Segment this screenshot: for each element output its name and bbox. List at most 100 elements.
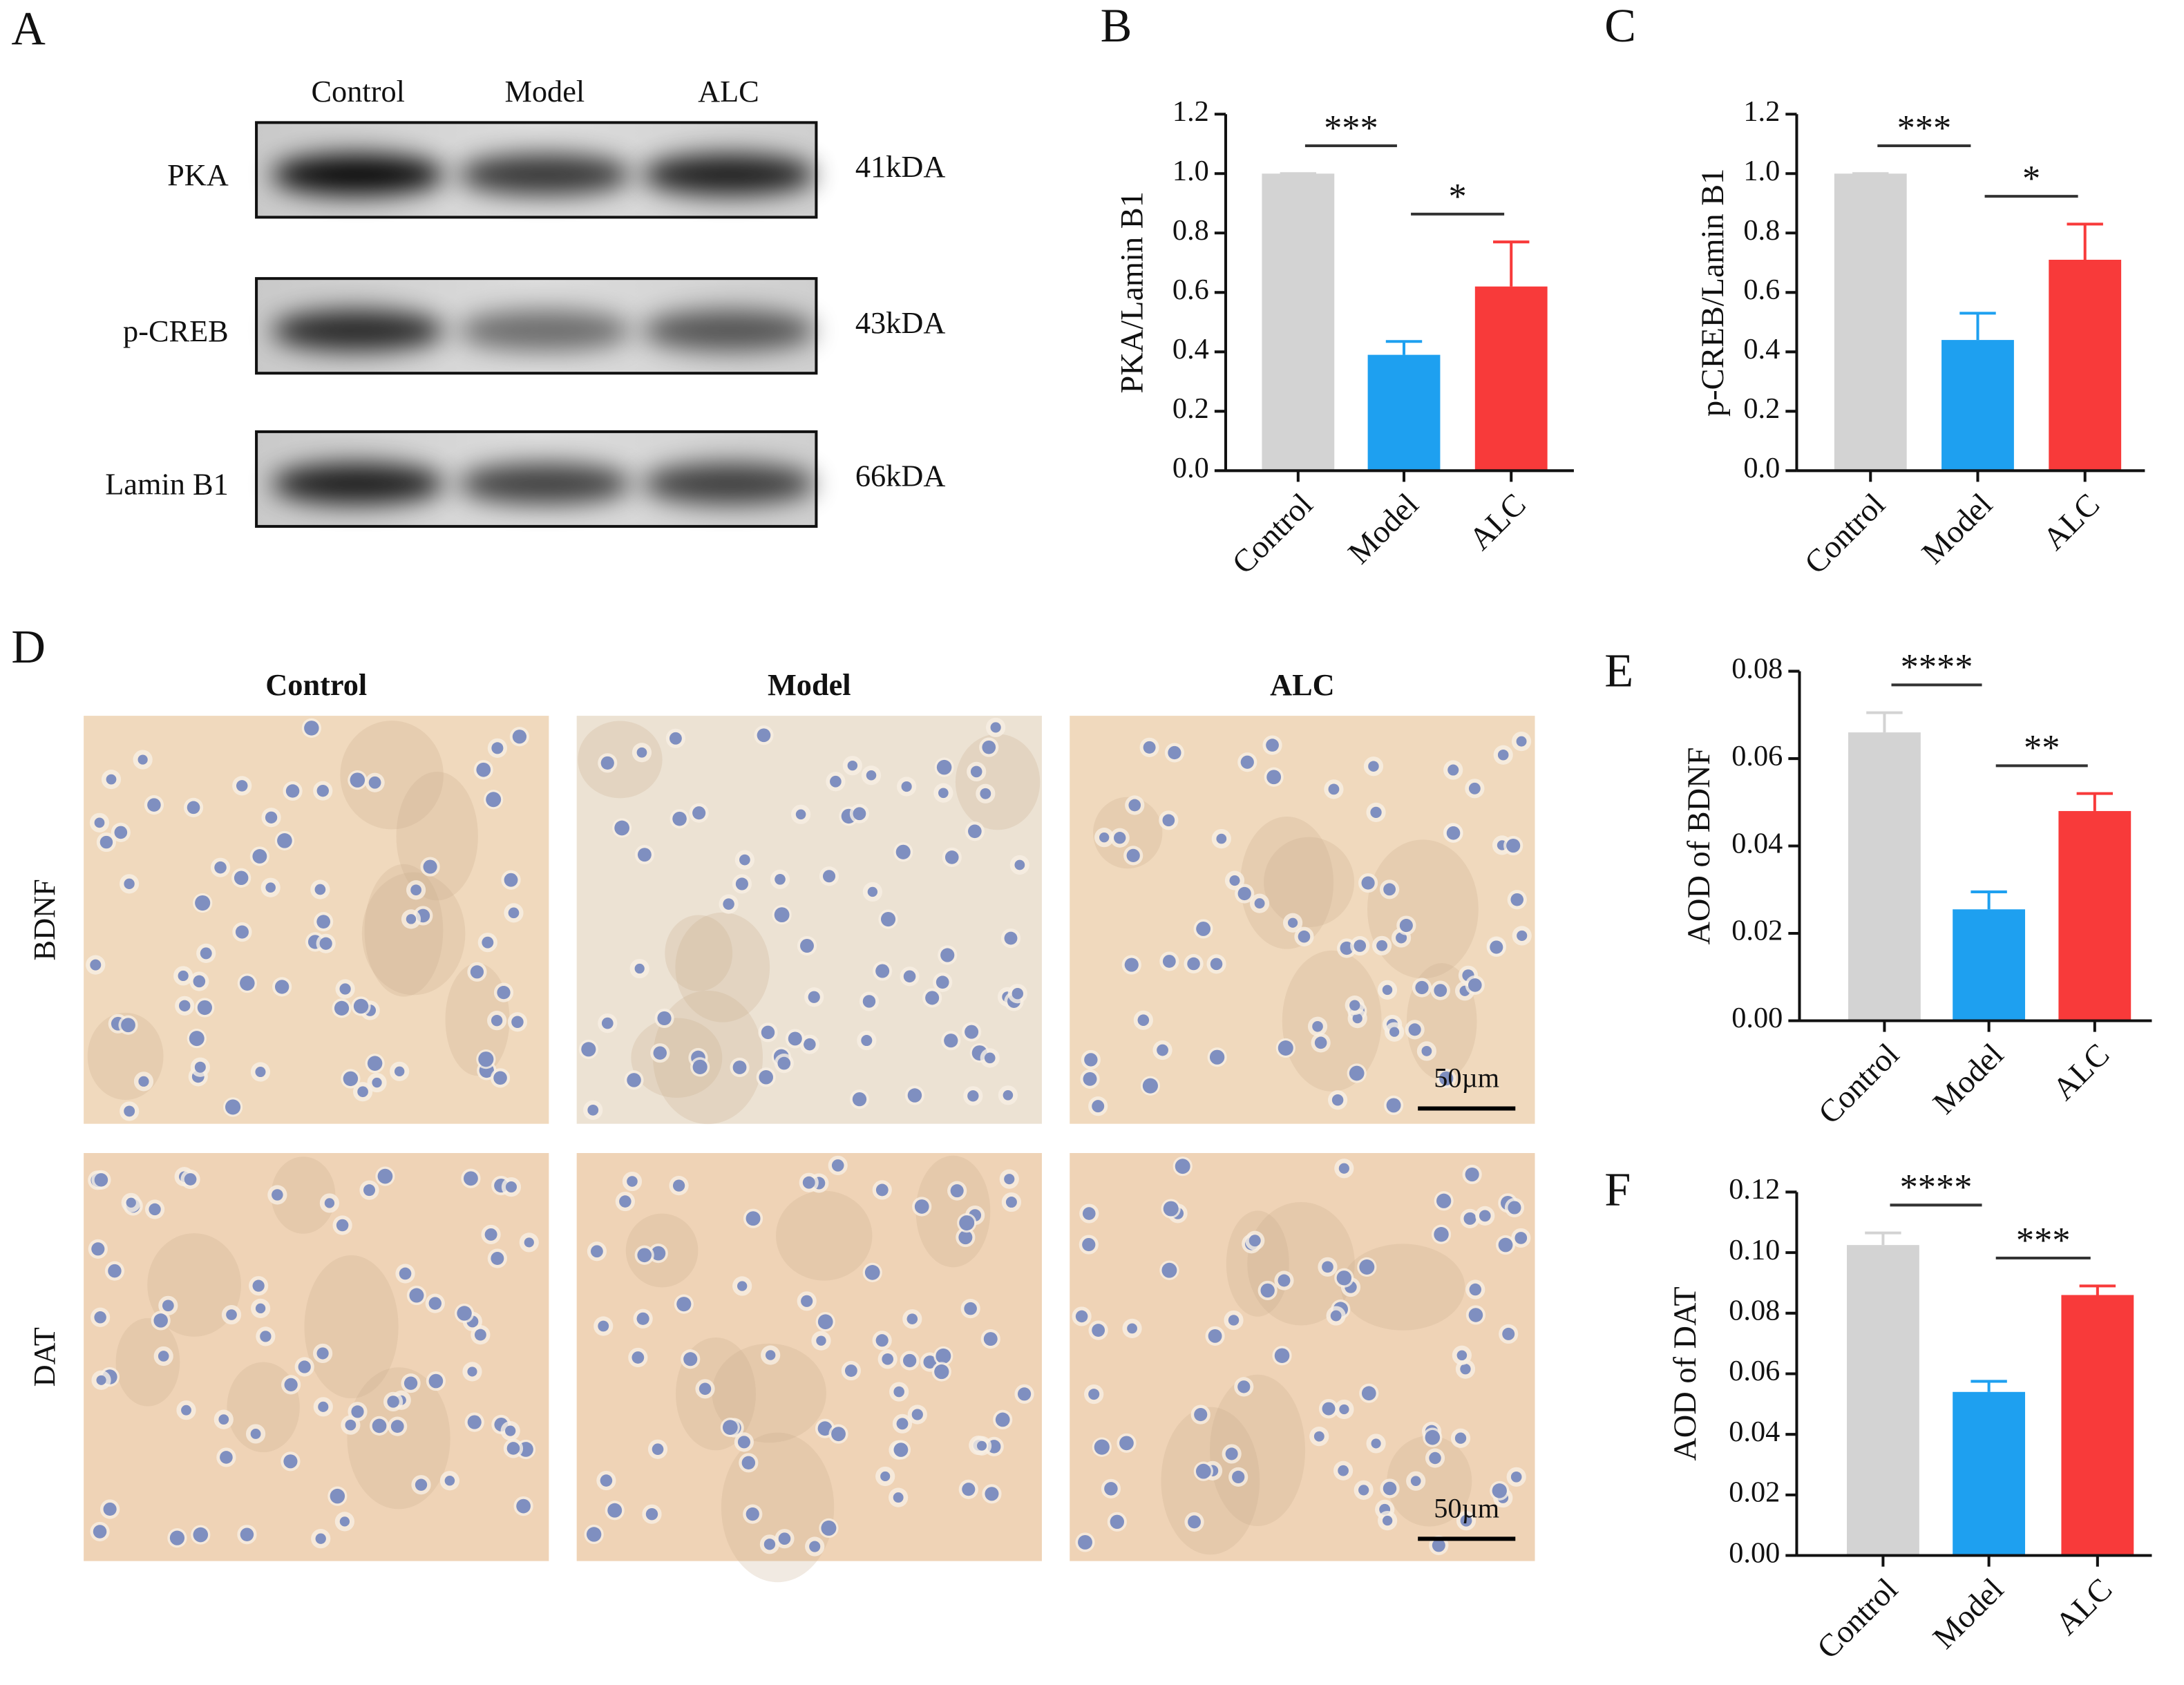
nucleus xyxy=(1328,783,1340,795)
size-label: 66kDA xyxy=(855,459,946,493)
nucleus xyxy=(240,975,255,991)
nucleus xyxy=(1157,1044,1168,1056)
bar xyxy=(1474,286,1548,471)
nucleus xyxy=(1142,1078,1158,1094)
nucleus xyxy=(1454,1432,1467,1444)
nucleus xyxy=(627,1176,638,1187)
protein-label: PKA xyxy=(167,158,229,192)
nucleus xyxy=(1254,898,1265,909)
nucleus xyxy=(274,980,289,994)
nucleus xyxy=(189,1031,205,1047)
blot-row xyxy=(255,277,818,375)
nucleus xyxy=(353,998,369,1014)
nucleus xyxy=(124,1105,135,1117)
nucleus xyxy=(403,1376,418,1390)
nucleus xyxy=(1479,1210,1491,1222)
nucleus xyxy=(800,939,814,953)
nucleus xyxy=(1017,1387,1032,1401)
histology-image xyxy=(84,1153,549,1561)
significance-label: ** xyxy=(2024,728,2060,768)
nucleus xyxy=(138,1076,149,1087)
nucleus xyxy=(512,730,527,744)
nucleus xyxy=(950,1184,964,1198)
nucleus xyxy=(1371,1438,1381,1449)
nucleus xyxy=(428,1373,444,1389)
nucleus xyxy=(194,1061,206,1073)
y-tick-label: 0.10 xyxy=(1729,1234,1780,1266)
nucleus xyxy=(1094,1439,1110,1455)
nucleus xyxy=(1322,1402,1336,1416)
x-tick-label: Control xyxy=(1798,487,1892,581)
nucleus xyxy=(853,807,866,821)
nucleus xyxy=(809,1541,821,1552)
nucleus xyxy=(732,1060,747,1074)
y-tick-label: 1.0 xyxy=(1743,155,1780,187)
y-tick-label: 1.0 xyxy=(1172,155,1209,187)
nucleus xyxy=(178,1000,191,1012)
nucleus xyxy=(195,895,211,911)
nucleus xyxy=(1266,770,1282,785)
nucleus xyxy=(903,970,916,983)
nucleus xyxy=(1463,1212,1476,1225)
nucleus xyxy=(893,1443,909,1457)
nucleus xyxy=(363,1184,376,1197)
nucleus xyxy=(1260,1283,1275,1298)
nucleus xyxy=(1005,1197,1017,1208)
nucleus xyxy=(463,1171,478,1186)
nucleus xyxy=(1143,741,1156,754)
nucleus xyxy=(114,826,128,839)
significance-label: * xyxy=(2022,159,2040,199)
nucleus xyxy=(149,1203,161,1216)
nucleus xyxy=(880,911,896,927)
blot-band xyxy=(272,153,445,196)
nucleus xyxy=(193,1527,209,1543)
y-tick-label: 0.4 xyxy=(1172,333,1209,365)
histology-image xyxy=(84,716,549,1124)
nucleus xyxy=(817,1314,833,1330)
nucleus xyxy=(486,792,502,808)
x-tick-label: Model xyxy=(1926,1572,2011,1656)
nucleus xyxy=(1508,1201,1521,1215)
tissue-patch xyxy=(1264,837,1355,927)
nucleus xyxy=(457,1306,472,1321)
bar xyxy=(2061,1295,2134,1556)
nucleus xyxy=(1354,940,1367,952)
nucleus xyxy=(925,991,940,1005)
y-axis-label: AOD of DAT xyxy=(1668,1286,1703,1460)
nucleus xyxy=(637,848,652,862)
nucleus xyxy=(334,1000,350,1016)
nucleus xyxy=(737,1436,750,1449)
tissue-patch xyxy=(1282,950,1382,1092)
nucleus xyxy=(637,1248,652,1263)
nucleus xyxy=(880,1471,891,1482)
nucleus xyxy=(1410,1476,1421,1487)
nucleus xyxy=(1469,1283,1482,1296)
blot-frame xyxy=(255,121,818,219)
nucleus xyxy=(394,1066,405,1077)
nucleus xyxy=(121,1018,135,1033)
nucleus xyxy=(1382,984,1393,996)
nucleus xyxy=(867,886,878,897)
nucleus xyxy=(1209,1049,1225,1065)
nucleus xyxy=(147,798,161,812)
y-tick-label: 0.04 xyxy=(1729,1416,1780,1448)
nucleus xyxy=(936,975,949,989)
bar xyxy=(1848,732,1921,1021)
nucleus xyxy=(350,772,365,788)
nucleus xyxy=(1506,838,1521,853)
nucleus xyxy=(788,1031,802,1046)
nucleus xyxy=(1336,1270,1351,1286)
nucleus xyxy=(235,925,249,939)
tissue-patch xyxy=(665,915,733,991)
nucleus xyxy=(906,1313,918,1324)
nucleus xyxy=(339,983,351,995)
nucleus xyxy=(822,870,836,883)
nucleus xyxy=(316,915,330,929)
nucleus xyxy=(1188,1515,1201,1529)
nucleus xyxy=(1399,919,1413,933)
nucleus xyxy=(357,1086,368,1098)
lane-label: Model xyxy=(504,74,585,108)
nucleus xyxy=(636,1312,649,1325)
nucleus xyxy=(765,1350,776,1360)
nucleus xyxy=(852,1092,867,1107)
